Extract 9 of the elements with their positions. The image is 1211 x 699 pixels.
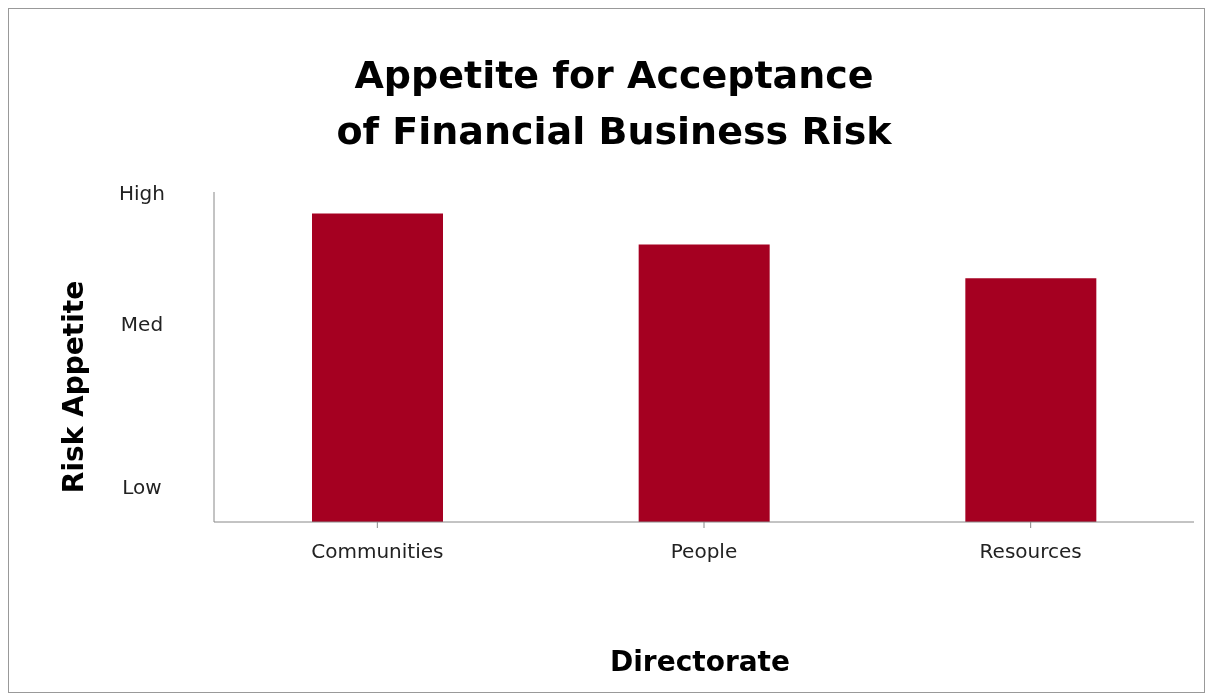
text: Med	[119, 311, 165, 336]
chart-title: Appetite for Acceptance of Financial Business Risk	[335, 52, 893, 155]
text: Low	[121, 475, 163, 500]
x-tick-label: Resources	[979, 539, 1082, 564]
text: High	[118, 180, 166, 205]
y-axis-title: Risk Appetite	[56, 280, 90, 494]
x-tick-label: People	[670, 539, 738, 564]
x-tick-label: Communities	[311, 539, 444, 564]
x-axis-title: Directorate	[609, 645, 791, 678]
